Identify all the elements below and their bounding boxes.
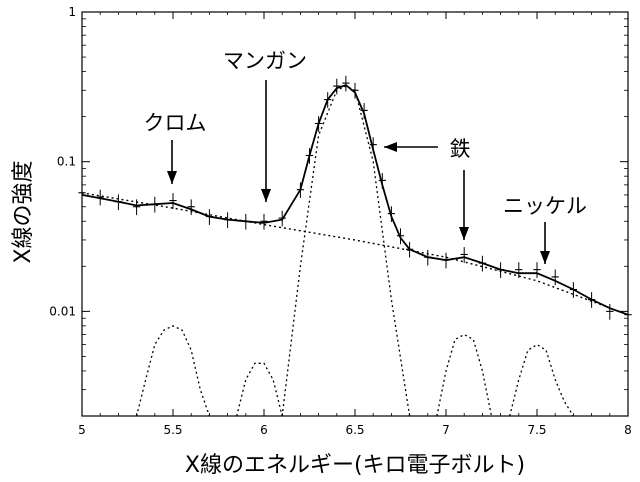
y-tick-label: 0.1 <box>57 155 76 169</box>
annotation-arrow-head <box>540 251 550 264</box>
annotation-label: マンガン <box>223 49 307 73</box>
line-peak-curve <box>135 325 211 417</box>
annotation-arrow-head <box>261 189 271 202</box>
annotation-label: クロム <box>144 111 207 135</box>
x-tick-label: 6 <box>260 423 268 437</box>
annotation-label: 鉄 <box>450 137 471 161</box>
x-tick-label: 8 <box>624 423 632 437</box>
annotation-arrow-head <box>384 142 397 152</box>
y-tick-label: 1 <box>68 5 76 19</box>
line-peak-curve <box>509 343 574 417</box>
fit-curve <box>81 84 629 316</box>
annotation-arrow-head <box>167 171 177 184</box>
annotation-arrow-head <box>459 227 469 240</box>
line-peak-curve <box>281 85 411 417</box>
annotation-label: ニッケル <box>503 194 587 218</box>
x-tick-label: 5.5 <box>163 423 182 437</box>
y-axis-title: X線の強度 <box>11 160 36 263</box>
x-tick-label: 6.5 <box>345 423 364 437</box>
x-axis-title: X線のエネルギー(キロ電子ボルト) <box>185 453 525 478</box>
x-tick-label: 7.5 <box>527 423 546 437</box>
y-tick-label: 0.01 <box>49 304 76 318</box>
x-tick-label: 5 <box>78 423 86 437</box>
line-peak-curve <box>436 333 493 417</box>
line-peak-curve <box>236 362 283 417</box>
x-tick-label: 7 <box>442 423 450 437</box>
